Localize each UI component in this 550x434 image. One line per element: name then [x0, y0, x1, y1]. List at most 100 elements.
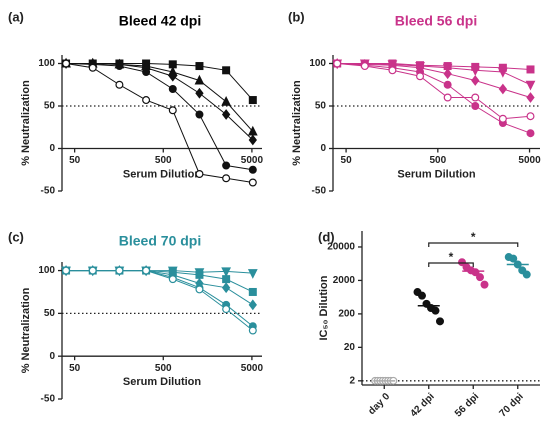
x-axis-label: Serum Dilution [123, 376, 202, 388]
data-point [525, 80, 536, 91]
data-point [115, 62, 124, 71]
data-point [195, 270, 204, 279]
data-point [62, 266, 71, 275]
chart-title: Bleed 56 dpi [395, 13, 477, 29]
series-line [337, 63, 531, 120]
data-point [526, 112, 535, 121]
data-point [248, 287, 257, 296]
panel-label: (a) [8, 9, 24, 24]
x-tick-label: 70 dpi [498, 391, 526, 419]
data-point [168, 84, 177, 93]
data-point [195, 87, 204, 99]
data-point [88, 266, 97, 275]
y-tick-label: 200 [338, 309, 355, 320]
data-point [222, 305, 231, 314]
y-tick-label: 2 [349, 375, 355, 386]
series-line [66, 63, 253, 171]
y-tick-label: 50 [44, 101, 56, 112]
data-point [248, 299, 257, 311]
x-tick-label: 50 [69, 363, 81, 374]
series-line [66, 270, 254, 331]
data-point [195, 62, 204, 71]
x-axis-label: Serum Dilution [397, 168, 476, 180]
y-tick-label: 100 [38, 265, 55, 276]
data-point [168, 275, 177, 284]
y-axis-label: % Neutralization [20, 287, 32, 373]
data-point [168, 106, 177, 115]
y-tick-label: 100 [38, 58, 55, 69]
data-point [247, 269, 258, 279]
panel-label: (c) [8, 229, 24, 244]
y-tick-label: 20000 [327, 242, 355, 253]
data-point [443, 80, 452, 89]
data-point [222, 66, 231, 75]
data-point [194, 74, 205, 85]
y-tick-label: -50 [41, 394, 56, 405]
data-point [62, 59, 71, 68]
data-point [221, 109, 231, 120]
data-point [195, 110, 204, 119]
data-point [333, 59, 342, 68]
x-tick-label: 50 [69, 155, 81, 166]
data-point [443, 68, 452, 80]
x-tick-label: 50 [341, 155, 353, 166]
data-point [498, 83, 508, 95]
y-tick-label: 20 [344, 342, 356, 353]
series-line [337, 63, 531, 86]
data-point [470, 66, 481, 77]
data-point [221, 96, 232, 106]
x-tick-label: 500 [155, 363, 172, 374]
series-line [66, 63, 254, 141]
data-point [142, 67, 151, 76]
data-point [142, 266, 151, 275]
data-point [471, 93, 480, 102]
data-point [248, 326, 257, 335]
data-point [442, 63, 453, 74]
y-tick-label: 100 [309, 58, 326, 69]
data-point [248, 96, 257, 105]
data-point [522, 270, 531, 279]
y-tick-label: 0 [49, 351, 55, 362]
data-point [480, 280, 489, 289]
series-line [65, 63, 253, 183]
x-tick-label: 5000 [518, 155, 541, 166]
x-tick-label: 42 dpi [409, 391, 437, 419]
y-tick-label: -50 [312, 186, 327, 197]
data-point [248, 134, 257, 146]
data-point [221, 282, 231, 294]
data-point [88, 63, 97, 72]
data-point [436, 317, 445, 326]
y-tick-label: 0 [320, 143, 326, 154]
data-point [388, 66, 397, 75]
data-point [471, 101, 480, 110]
data-point [476, 273, 485, 282]
y-axis-label: % Neutralization [291, 80, 303, 166]
chart-title: Bleed 70 dpi [119, 233, 201, 249]
panel-label: (b) [288, 9, 305, 24]
data-point [418, 291, 427, 300]
data-point [142, 96, 151, 105]
x-tick-label: 5000 [241, 155, 264, 166]
data-point [526, 92, 535, 103]
data-point [360, 62, 369, 71]
data-point [498, 67, 508, 78]
data-point [168, 70, 177, 82]
data-point [471, 75, 480, 86]
y-axis-label: % Neutralization [20, 80, 32, 166]
panel-label: (d) [318, 229, 335, 244]
data-point [498, 114, 507, 123]
x-tick-label: 500 [429, 155, 446, 166]
data-point [248, 165, 257, 174]
data-point [526, 65, 535, 74]
y-axis-label: IC₅₀ Dilution [318, 275, 330, 340]
y-tick-label: 0 [49, 143, 55, 154]
significance-bracket [428, 242, 519, 247]
chart-title: Bleed 42 dpi [119, 13, 201, 29]
data-point [222, 275, 231, 284]
data-point [416, 72, 425, 81]
data-point [526, 129, 535, 138]
data-point [431, 306, 440, 315]
x-tick-label: 56 dpi [453, 391, 481, 419]
y-tick-label: 50 [44, 308, 56, 319]
